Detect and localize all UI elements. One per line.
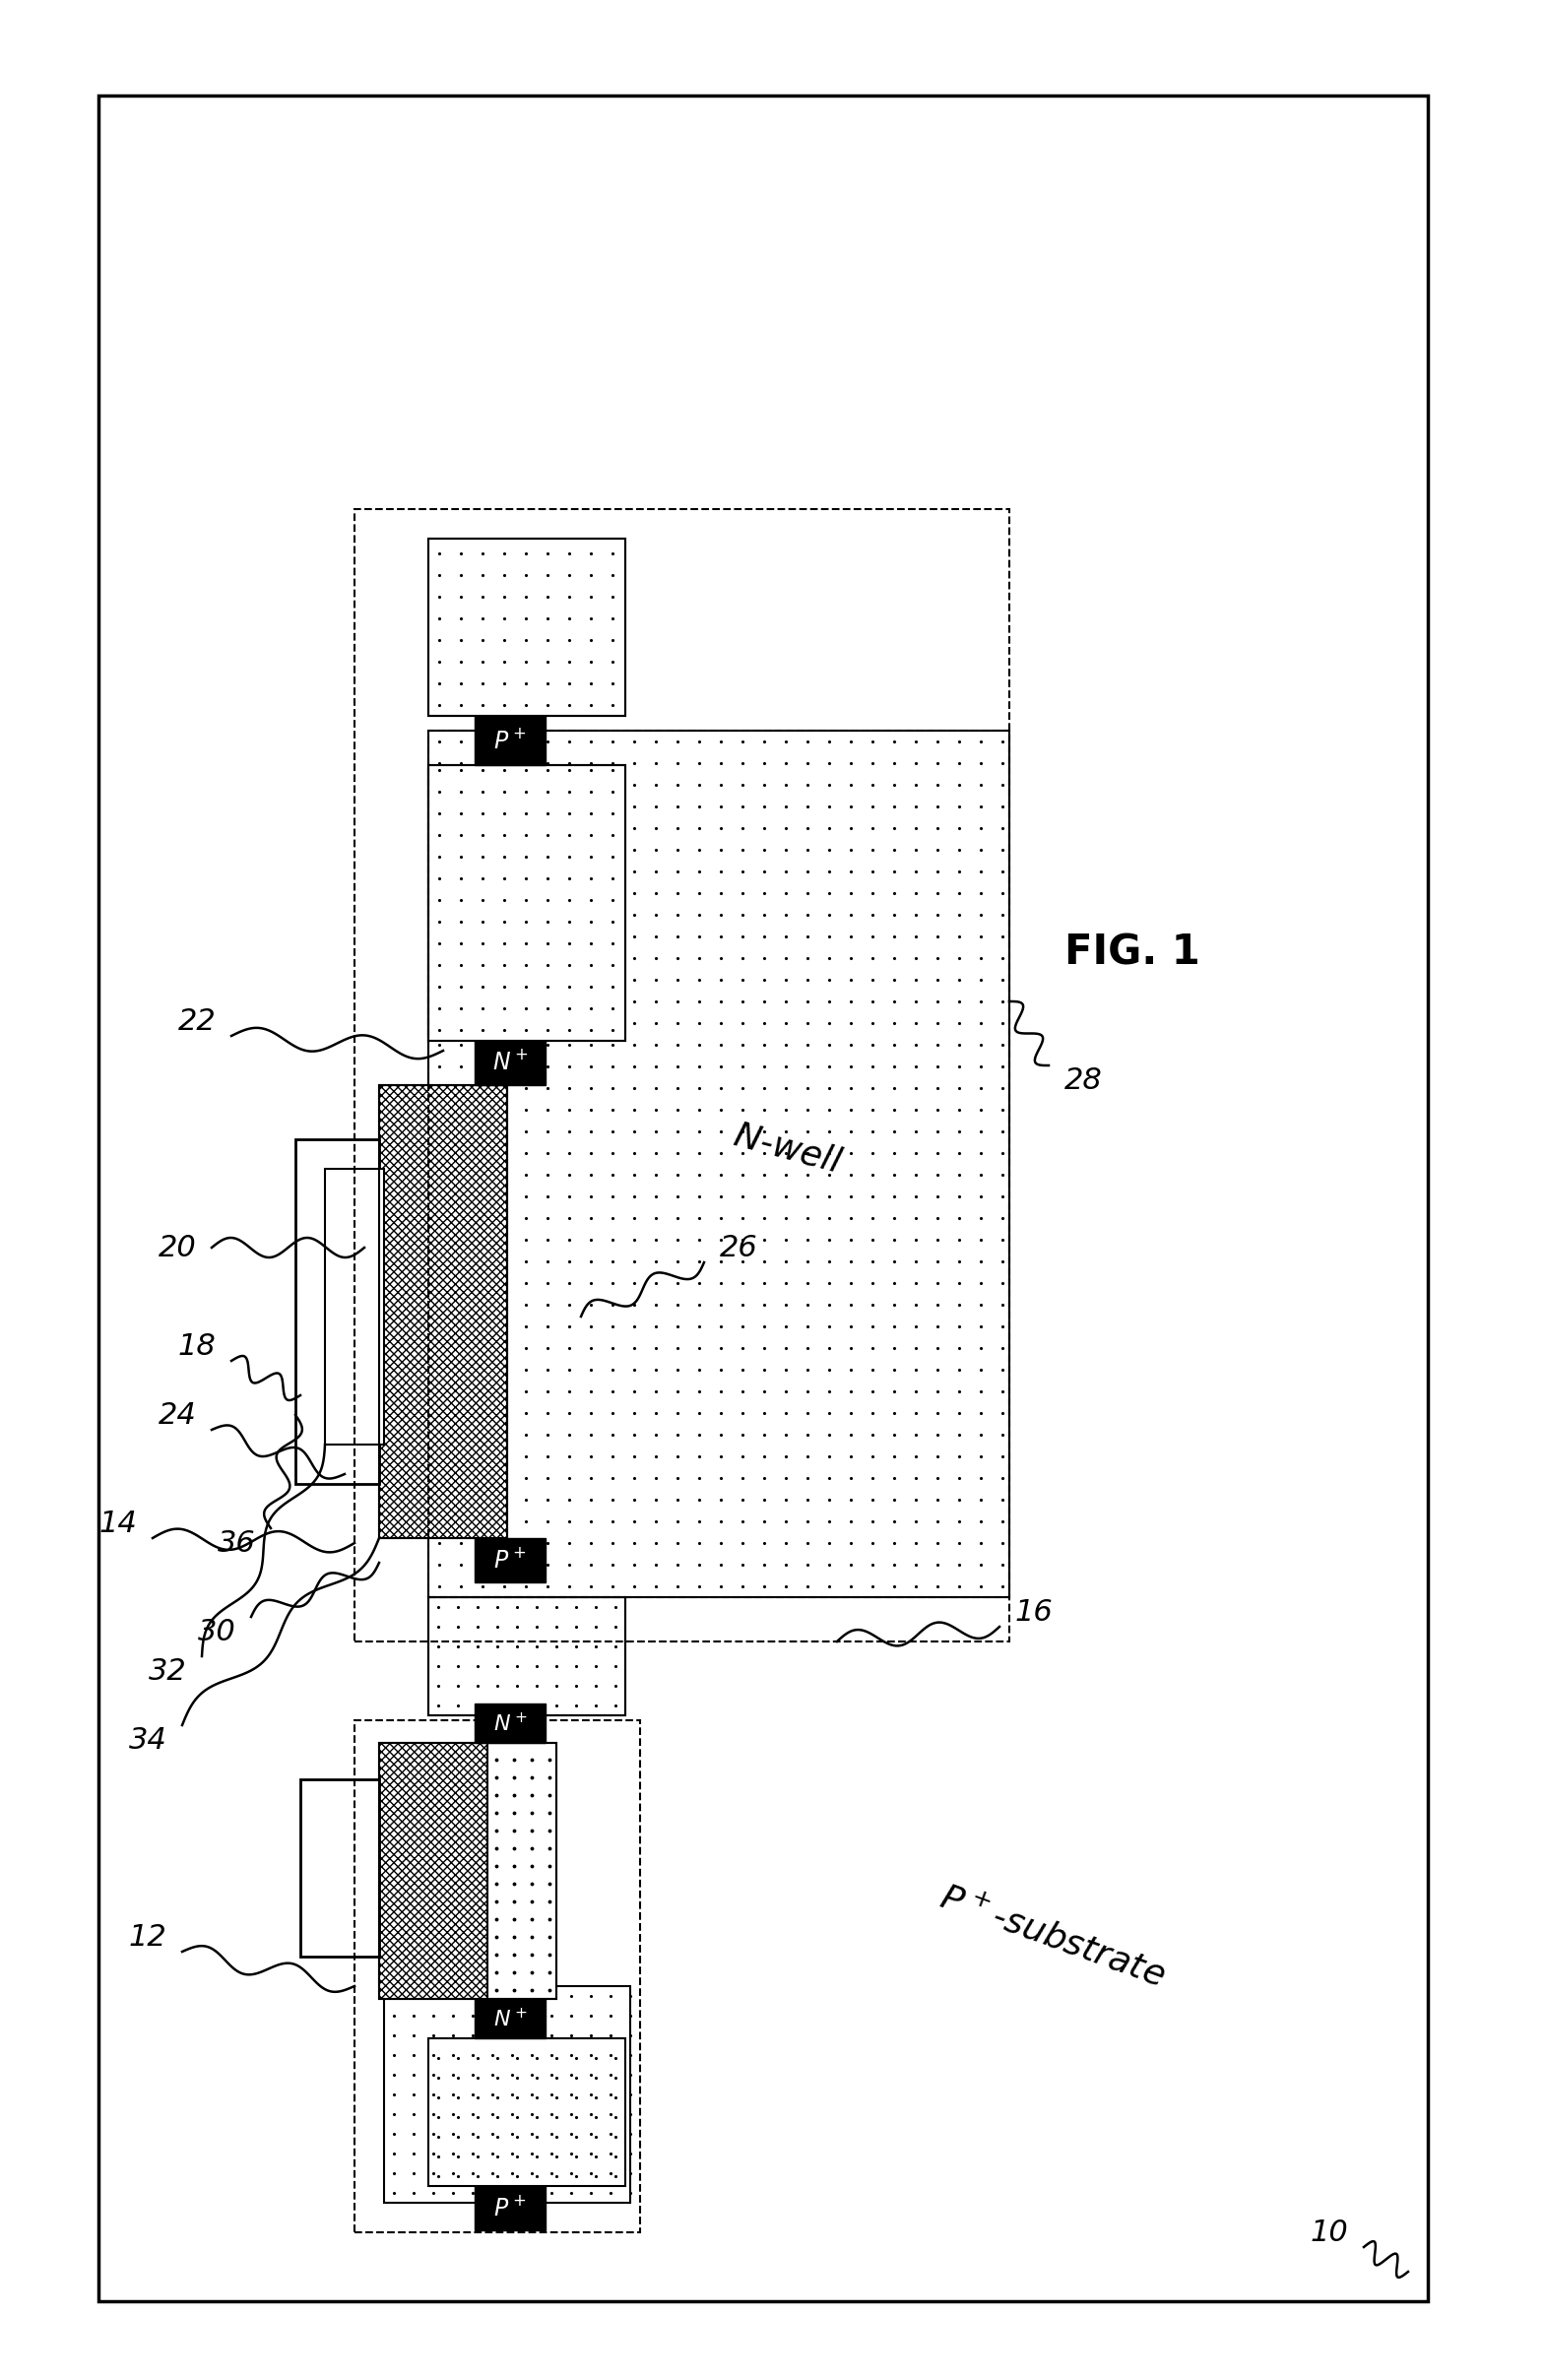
Bar: [487, 1742, 556, 1999]
Text: 10: 10: [1310, 2218, 1349, 2247]
Bar: [324, 1169, 385, 1445]
Bar: [385, 1987, 630, 2204]
Bar: [474, 1704, 545, 1742]
Text: $N^+$: $N^+$: [493, 1711, 527, 1735]
Text: $P^+$: $P^+$: [494, 728, 527, 752]
Bar: [379, 1742, 487, 1999]
Bar: [379, 1742, 556, 1999]
Text: $P^+$: $P^+$: [494, 2194, 527, 2221]
Bar: [379, 1085, 507, 1537]
Bar: [428, 764, 626, 1040]
Text: 32: 32: [148, 1656, 187, 1685]
Bar: [311, 1790, 369, 1947]
Text: $N^+$: $N^+$: [493, 2006, 527, 2030]
Text: 12: 12: [128, 1923, 167, 1952]
Bar: [428, 731, 1009, 1597]
Text: 26: 26: [720, 1233, 757, 1261]
Bar: [428, 764, 626, 1040]
Bar: [300, 1780, 379, 1956]
Bar: [428, 1597, 626, 1716]
Bar: [428, 538, 626, 716]
Bar: [474, 716, 545, 764]
Text: $P^+$-substrate: $P^+$-substrate: [935, 1880, 1170, 1994]
Bar: [428, 2037, 626, 2185]
Text: 22: 22: [178, 1007, 216, 1035]
Text: 30: 30: [198, 1618, 236, 1647]
Text: $P^+$: $P^+$: [494, 1547, 527, 1573]
Bar: [474, 1040, 545, 1085]
Text: FIG. 1: FIG. 1: [1065, 931, 1200, 973]
Text: $N^+$: $N^+$: [491, 1050, 528, 1076]
Bar: [354, 1721, 640, 2232]
Bar: [474, 1537, 545, 1583]
Text: 14: 14: [99, 1509, 138, 1537]
Bar: [428, 538, 626, 716]
Bar: [428, 731, 1009, 1597]
Bar: [474, 2185, 545, 2230]
Bar: [354, 509, 1009, 1642]
Bar: [295, 1140, 379, 1485]
Bar: [379, 1085, 507, 1537]
Text: $N$-well: $N$-well: [729, 1119, 847, 1180]
Text: 16: 16: [1015, 1597, 1054, 1626]
Text: 24: 24: [158, 1402, 196, 1430]
Bar: [474, 1999, 545, 2037]
Text: 28: 28: [1065, 1066, 1102, 1095]
Text: 34: 34: [128, 1726, 167, 1754]
Text: 36: 36: [218, 1528, 255, 1557]
Text: 18: 18: [178, 1333, 216, 1361]
Text: 20: 20: [158, 1233, 196, 1261]
Bar: [99, 95, 1428, 2301]
Bar: [428, 1597, 626, 1716]
Bar: [306, 1150, 369, 1473]
